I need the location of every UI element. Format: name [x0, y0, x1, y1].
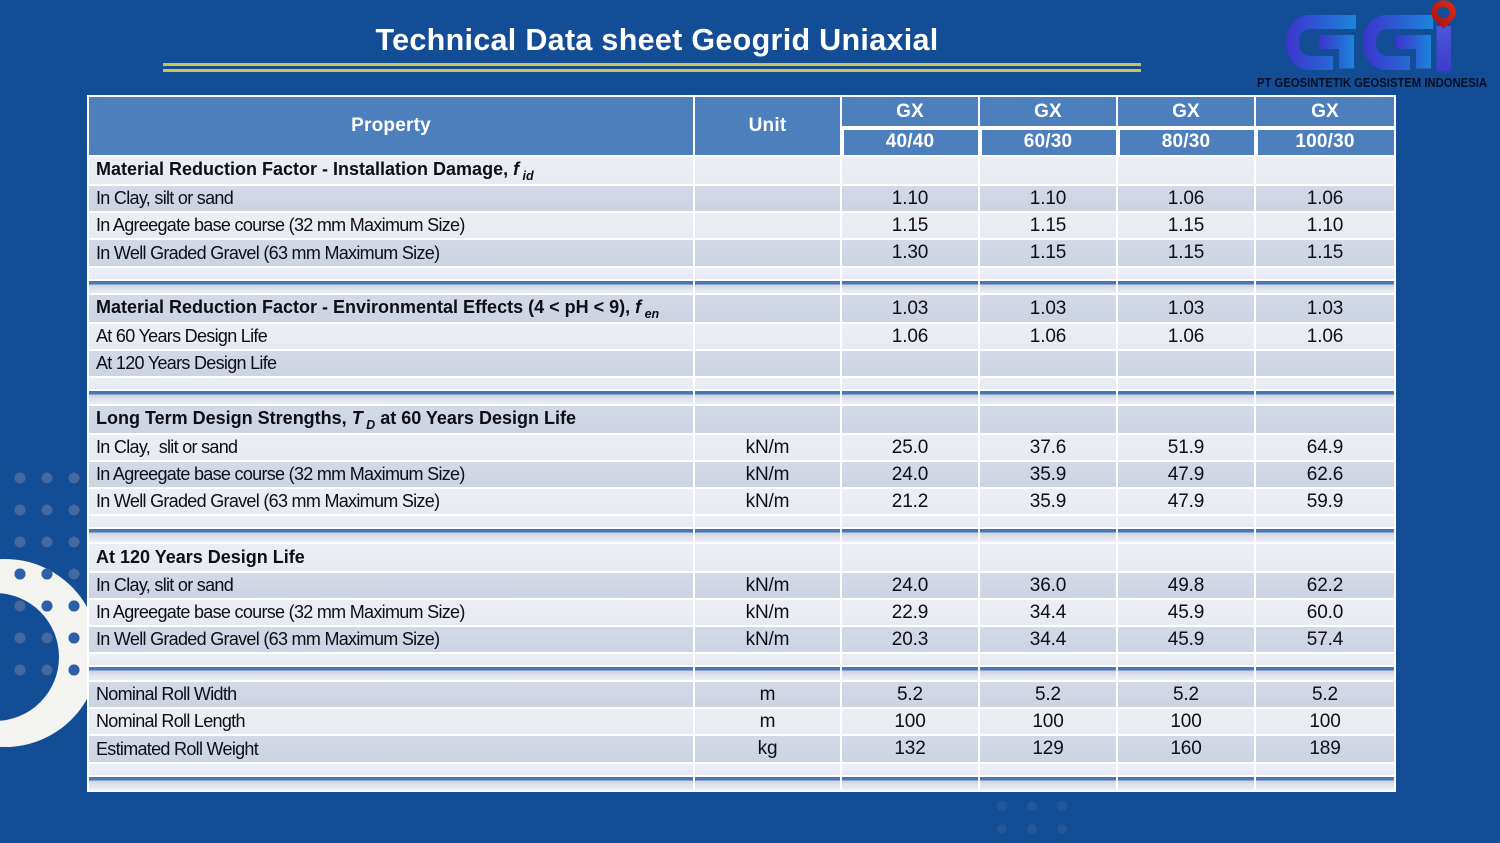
svg-text:PT GEOSINTETIK GEOSISTEM INDON: PT GEOSINTETIK GEOSISTEM INDONESIA: [1257, 76, 1487, 90]
